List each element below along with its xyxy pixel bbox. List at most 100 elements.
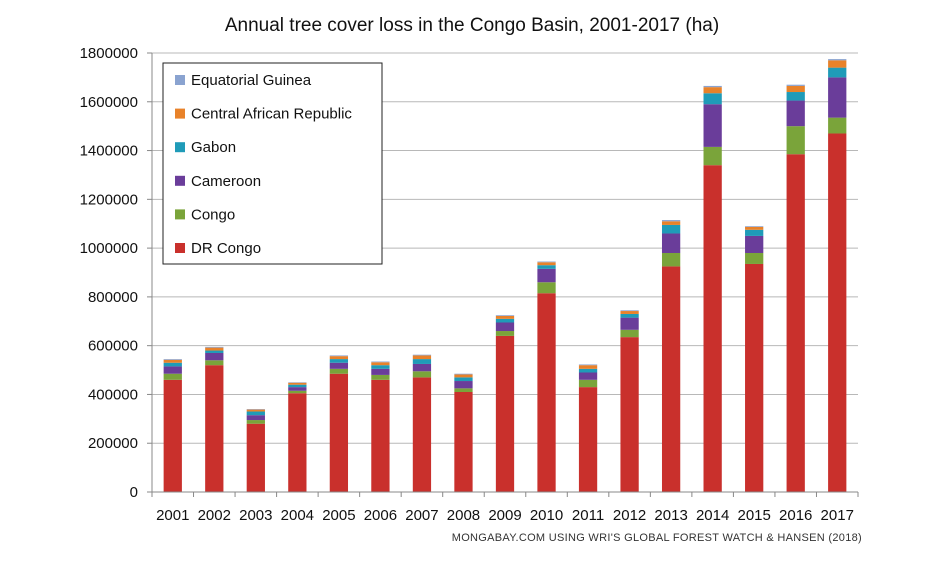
bar-segment-congo-2010 — [537, 282, 555, 293]
bar-segment-congo-2012 — [620, 330, 638, 337]
bar-segment-cameroon-2010 — [537, 269, 555, 282]
bar-segment-dr-congo-2009 — [496, 336, 514, 492]
bar-segment-cameroon-2001 — [164, 366, 182, 373]
bar-segment-gabon-2009 — [496, 319, 514, 323]
bar-segment-gabon-2002 — [205, 351, 223, 353]
bar-segment-central-african-republic-2007 — [413, 355, 431, 359]
legend-swatch-central-african-republic — [175, 109, 185, 119]
x-tick-label: 2008 — [447, 507, 480, 524]
bar-segment-gabon-2017 — [828, 68, 846, 78]
legend-swatch-gabon — [175, 142, 185, 152]
legend-swatch-equatorial-guinea — [175, 75, 185, 85]
bar-segment-congo-2015 — [745, 253, 763, 264]
bar-segment-dr-congo-2014 — [704, 165, 722, 492]
bar-segment-central-african-republic-2008 — [454, 374, 472, 377]
bar-segment-equatorial-guinea-2015 — [745, 226, 763, 227]
bar-segment-dr-congo-2004 — [288, 393, 306, 492]
bar-segment-central-african-republic-2002 — [205, 348, 223, 351]
legend-label-cameroon: Cameroon — [191, 173, 261, 190]
bar-segment-cameroon-2017 — [828, 77, 846, 117]
bar-segment-congo-2014 — [704, 147, 722, 165]
y-tick-label: 600000 — [88, 338, 138, 355]
bar-segment-dr-congo-2012 — [620, 337, 638, 492]
bar-segment-cameroon-2005 — [330, 363, 348, 369]
bar-segment-congo-2007 — [413, 371, 431, 377]
bar-stack-2017 — [828, 59, 846, 492]
bar-segment-equatorial-guinea-2007 — [413, 355, 431, 356]
x-tick-label: 2009 — [488, 507, 521, 524]
bar-segment-congo-2017 — [828, 118, 846, 134]
x-tick-label: 2014 — [696, 507, 729, 524]
x-tick-label: 2004 — [281, 507, 314, 524]
bar-segment-congo-2002 — [205, 360, 223, 365]
y-tick-label: 800000 — [88, 289, 138, 306]
bar-segment-dr-congo-2011 — [579, 387, 597, 492]
bar-segment-dr-congo-2010 — [537, 293, 555, 492]
x-tick-label: 2005 — [322, 507, 355, 524]
bar-segment-central-african-republic-2006 — [371, 362, 389, 365]
bar-stack-2011 — [579, 364, 597, 492]
x-tick-label: 2015 — [737, 507, 770, 524]
y-tick-label: 400000 — [88, 386, 138, 403]
bar-segment-gabon-2001 — [164, 363, 182, 367]
bar-segment-congo-2009 — [496, 331, 514, 336]
bar-segment-central-african-republic-2010 — [537, 262, 555, 265]
x-tick-label: 2011 — [572, 507, 604, 524]
bar-segment-central-african-republic-2012 — [620, 311, 638, 314]
bar-segment-equatorial-guinea-2005 — [330, 355, 348, 356]
bar-segment-cameroon-2008 — [454, 381, 472, 388]
bar-segment-cameroon-2006 — [371, 369, 389, 375]
bar-segment-cameroon-2003 — [247, 415, 265, 420]
bar-segment-congo-2004 — [288, 391, 306, 393]
legend-swatch-dr-congo — [175, 243, 185, 253]
bar-segment-gabon-2012 — [620, 314, 638, 318]
x-tick-label: 2003 — [239, 507, 272, 524]
bar-segment-central-african-republic-2003 — [247, 410, 265, 412]
y-tick-label: 0 — [130, 484, 138, 501]
bar-segment-gabon-2006 — [371, 365, 389, 369]
bar-segment-equatorial-guinea-2002 — [205, 347, 223, 348]
y-tick-label: 1800000 — [80, 45, 138, 62]
bar-segment-gabon-2005 — [330, 359, 348, 363]
bar-segment-equatorial-guinea-2008 — [454, 374, 472, 375]
bar-segment-cameroon-2002 — [205, 353, 223, 360]
x-tick-label: 2006 — [364, 507, 397, 524]
bar-segment-cameroon-2014 — [704, 104, 722, 147]
bar-stack-2015 — [745, 226, 763, 492]
x-tick-label: 2013 — [654, 507, 687, 524]
bar-segment-equatorial-guinea-2013 — [662, 220, 680, 221]
bar-segment-dr-congo-2016 — [787, 154, 805, 492]
x-tick-label: 2012 — [613, 507, 646, 524]
bar-segment-dr-congo-2002 — [205, 365, 223, 492]
bar-stack-2014 — [704, 86, 722, 492]
bar-segment-central-african-republic-2011 — [579, 365, 597, 369]
chart-title: Annual tree cover loss in the Congo Basi… — [225, 15, 719, 36]
bar-segment-equatorial-guinea-2014 — [704, 86, 722, 87]
bar-segment-dr-congo-2015 — [745, 264, 763, 492]
bar-segment-central-african-republic-2001 — [164, 360, 182, 363]
bar-segment-congo-2005 — [330, 369, 348, 374]
bar-segment-dr-congo-2001 — [164, 380, 182, 492]
bar-segment-cameroon-2012 — [620, 318, 638, 330]
bar-segment-cameroon-2015 — [745, 236, 763, 253]
bar-segment-dr-congo-2003 — [247, 424, 265, 492]
x-tick-label: 2001 — [156, 507, 189, 524]
x-tick-label: 2017 — [821, 507, 854, 524]
bar-segment-equatorial-guinea-2001 — [164, 359, 182, 360]
legend-box — [163, 63, 382, 264]
y-tick-label: 1400000 — [80, 143, 138, 160]
bar-segment-congo-2008 — [454, 388, 472, 392]
bar-stack-2009 — [496, 315, 514, 492]
bar-stack-2008 — [454, 374, 472, 492]
bar-segment-congo-2011 — [579, 380, 597, 387]
bar-segment-congo-2013 — [662, 253, 680, 266]
bar-segment-equatorial-guinea-2006 — [371, 362, 389, 363]
bar-segment-central-african-republic-2009 — [496, 316, 514, 319]
bar-stack-2013 — [662, 220, 680, 492]
bar-segment-central-african-republic-2017 — [828, 60, 846, 67]
bar-segment-cameroon-2011 — [579, 372, 597, 379]
bar-stack-2010 — [537, 262, 555, 492]
